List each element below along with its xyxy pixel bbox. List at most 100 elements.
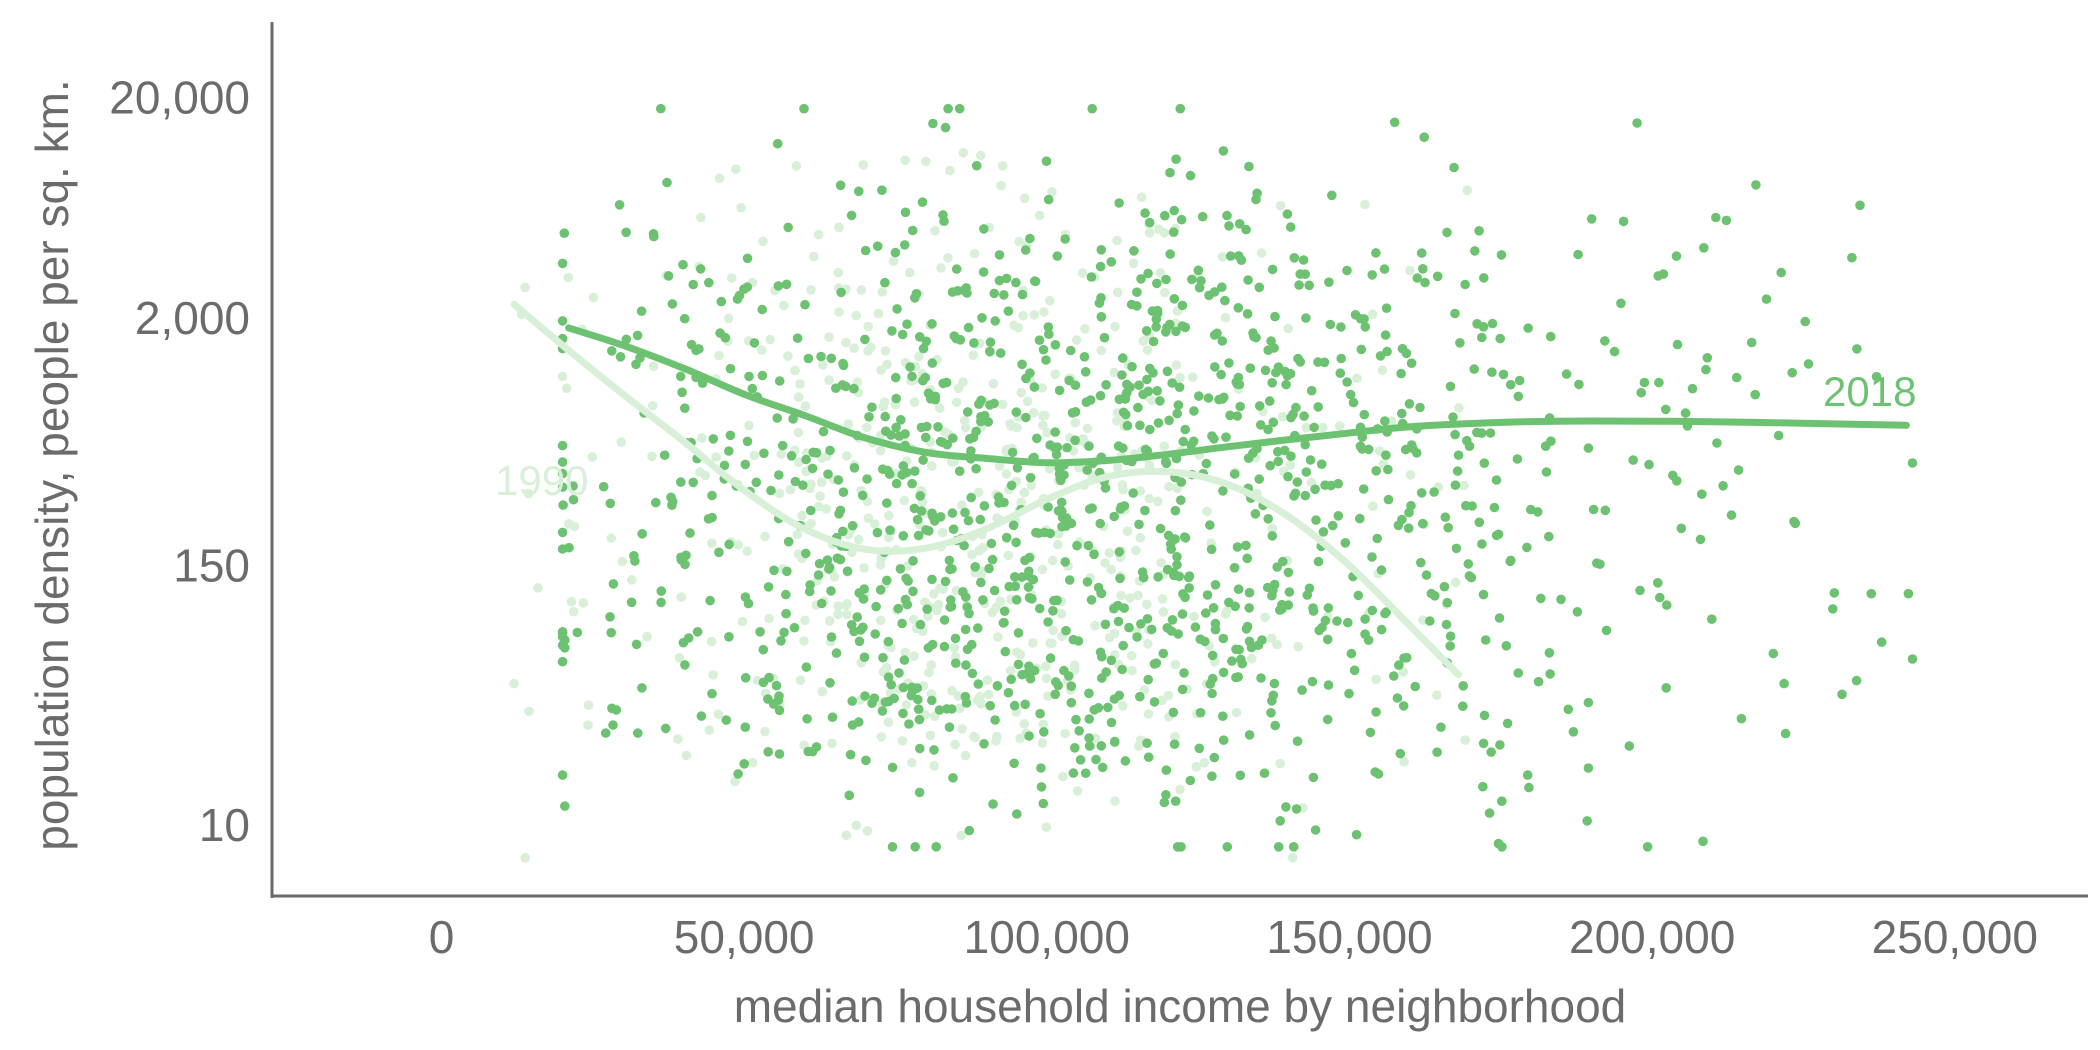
point-1990 [1275, 200, 1286, 211]
point-1990 [879, 397, 890, 407]
point-2018 [1491, 475, 1502, 485]
y-axis-title: population density, people per sq. km. [26, 79, 78, 850]
point-2018 [975, 514, 986, 525]
point-2018 [886, 430, 896, 440]
point-2018 [1448, 412, 1458, 422]
point-2018 [1479, 458, 1490, 469]
point-2018 [1074, 726, 1084, 736]
point-2018 [1469, 364, 1479, 374]
point-1990 [875, 445, 886, 456]
point-2018 [910, 466, 920, 477]
point-2018 [557, 457, 568, 467]
point-2018 [940, 122, 951, 133]
point-2018 [913, 530, 924, 541]
point-2018 [1218, 667, 1229, 678]
point-1990 [1118, 484, 1128, 495]
point-1990 [809, 251, 819, 262]
point-2018 [1359, 314, 1369, 324]
point-2018 [1800, 316, 1810, 327]
point-2018 [1265, 460, 1275, 471]
point-2018 [1117, 664, 1127, 675]
point-1990 [1217, 251, 1228, 262]
point-2018 [1232, 411, 1243, 421]
point-1990 [606, 533, 617, 543]
point-1990 [1122, 526, 1133, 536]
point-1990 [1104, 548, 1115, 558]
point-2018 [1275, 605, 1285, 615]
point-2018 [1297, 685, 1307, 695]
point-2018 [940, 576, 951, 587]
point-2018 [1536, 593, 1546, 604]
point-2018 [1419, 132, 1429, 142]
point-2018 [1432, 271, 1443, 282]
point-2018 [964, 825, 975, 836]
point-1990 [1143, 639, 1153, 649]
point-2018 [890, 372, 901, 383]
point-2018 [1474, 517, 1485, 528]
point-2018 [1451, 543, 1462, 554]
point-2018 [918, 343, 929, 354]
x-tick-label: 250,000 [1872, 911, 2038, 963]
point-2018 [1773, 430, 1784, 441]
point-2018 [1787, 367, 1797, 378]
point-2018 [1246, 642, 1257, 653]
point-2018 [1495, 333, 1505, 344]
point-2018 [605, 498, 616, 509]
point-2018 [1445, 381, 1456, 392]
point-1990 [1050, 369, 1061, 380]
point-1990 [1109, 367, 1119, 378]
point-1990 [681, 750, 692, 761]
point-2018 [927, 358, 938, 368]
point-1990 [806, 518, 816, 529]
point-2018 [1118, 407, 1129, 418]
point-2018 [944, 722, 955, 732]
point-2018 [1418, 518, 1428, 529]
point-1990 [569, 521, 580, 532]
point-2018 [907, 225, 918, 236]
point-1990 [711, 452, 721, 462]
point-2018 [708, 434, 719, 444]
point-1990 [1454, 403, 1464, 413]
point-1990 [924, 667, 934, 678]
point-2018 [1233, 251, 1244, 261]
point-2018 [1267, 531, 1278, 541]
point-2018 [1278, 556, 1288, 567]
point-2018 [1195, 707, 1206, 718]
point-2018 [1294, 280, 1304, 290]
point-2018 [1275, 816, 1285, 826]
point-2018 [1114, 547, 1125, 557]
point-2018 [1871, 371, 1882, 382]
point-2018 [1458, 701, 1468, 711]
point-1990 [1247, 653, 1257, 664]
point-2018 [914, 787, 925, 798]
point-2018 [763, 747, 773, 757]
point-2018 [1396, 368, 1406, 379]
point-2018 [564, 542, 574, 553]
point-2018 [838, 487, 849, 498]
point-2018 [1230, 601, 1240, 612]
point-2018 [1450, 429, 1460, 440]
point-2018 [918, 455, 928, 465]
point-2018 [928, 511, 938, 522]
point-2018 [1187, 274, 1197, 285]
point-2018 [680, 660, 690, 670]
point-2018 [1336, 353, 1346, 364]
point-1990 [876, 365, 886, 376]
point-1990 [1283, 323, 1294, 334]
point-2018 [1254, 282, 1265, 293]
point-2018 [572, 627, 583, 638]
point-2018 [973, 623, 983, 633]
point-2018 [1106, 717, 1117, 728]
point-2018 [1052, 442, 1063, 452]
point-1990 [1143, 709, 1154, 719]
point-1990 [557, 371, 568, 382]
point-2018 [1254, 401, 1265, 411]
point-1990 [795, 675, 806, 685]
point-2018 [1273, 456, 1284, 467]
point-2018 [1100, 619, 1111, 630]
point-1990 [1371, 674, 1381, 685]
point-2018 [1600, 336, 1610, 346]
point-2018 [1436, 722, 1446, 732]
point-2018 [1474, 226, 1484, 236]
